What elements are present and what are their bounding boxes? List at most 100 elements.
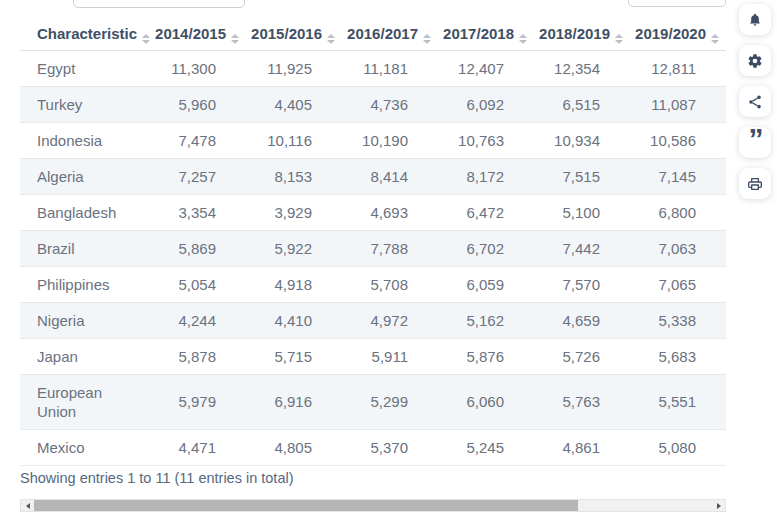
cell-value: 4,659	[534, 302, 630, 338]
cell-value: 7,570	[534, 266, 630, 302]
cell-value: 7,442	[534, 230, 630, 266]
column-header-2016-2017[interactable]: 2016/2017	[342, 20, 438, 50]
table-row: Brazil 5,869 5,922 7,788 6,702 7,442 7,0…	[20, 230, 726, 266]
horizontal-scrollbar[interactable]	[20, 499, 726, 512]
row-label: Turkey	[20, 86, 150, 122]
table-row: Algeria 7,257 8,153 8,414 8,172 7,515 7,…	[20, 158, 726, 194]
share-button[interactable]	[739, 86, 771, 117]
scroll-right-icon	[717, 503, 721, 509]
table-body: Egypt 11,300 11,925 11,181 12,407 12,354…	[20, 50, 726, 465]
cell-value: 6,059	[438, 266, 534, 302]
notifications-button[interactable]	[739, 4, 771, 35]
cell-value: 11,087	[630, 86, 726, 122]
cell-value: 7,257	[150, 158, 246, 194]
cell-value: 4,918	[246, 266, 342, 302]
table-row: Egypt 11,300 11,925 11,181 12,407 12,354…	[20, 50, 726, 86]
column-label: 2014/2015	[155, 25, 226, 42]
scroll-right-button[interactable]	[712, 500, 725, 511]
cell-value: 11,300	[150, 50, 246, 86]
cell-value: 5,054	[150, 266, 246, 302]
settings-button[interactable]	[739, 45, 771, 76]
cell-value: 5,683	[630, 338, 726, 374]
column-header-2018-2019[interactable]: 2018/2019	[534, 20, 630, 50]
table-row: Bangladesh 3,354 3,929 4,693 6,472 5,100…	[20, 194, 726, 230]
column-label: 2018/2019	[539, 25, 610, 42]
cell-value: 7,063	[630, 230, 726, 266]
column-label: 2019/2020	[635, 25, 706, 42]
row-label: Mexico	[20, 429, 150, 465]
sort-icon	[231, 34, 239, 44]
cell-value: 5,245	[438, 429, 534, 465]
row-label: Algeria	[20, 158, 150, 194]
cell-value: 4,405	[246, 86, 342, 122]
cell-value: 5,299	[342, 374, 438, 429]
column-label: 2016/2017	[347, 25, 418, 42]
table-header: Characteristic 2014/2015 2015/2016 2016/…	[20, 20, 726, 50]
cell-value: 7,145	[630, 158, 726, 194]
cell-value: 5,551	[630, 374, 726, 429]
cell-value: 7,478	[150, 122, 246, 158]
column-label: Characteristic	[37, 25, 137, 42]
scroll-left-button[interactable]	[21, 500, 34, 511]
cell-value: 10,116	[246, 122, 342, 158]
gear-icon	[747, 53, 763, 69]
table-row: European Union 5,979 6,916 5,299 6,060 5…	[20, 374, 726, 429]
cell-value: 5,162	[438, 302, 534, 338]
table-row: Japan 5,878 5,715 5,911 5,876 5,726 5,68…	[20, 338, 726, 374]
cell-value: 4,805	[246, 429, 342, 465]
cell-value: 4,693	[342, 194, 438, 230]
cell-value: 5,715	[246, 338, 342, 374]
statistics-table: Characteristic 2014/2015 2015/2016 2016/…	[20, 20, 726, 466]
column-header-characteristic[interactable]: Characteristic	[20, 20, 150, 50]
sort-icon	[519, 34, 527, 44]
cell-value: 3,354	[150, 194, 246, 230]
cell-value: 11,925	[246, 50, 342, 86]
table-row: Mexico 4,471 4,805 5,370 5,245 4,861 5,0…	[20, 429, 726, 465]
cell-value: 5,726	[534, 338, 630, 374]
entries-status-text: Showing entries 1 to 11 (11 entries in t…	[20, 470, 294, 486]
sort-icon	[142, 34, 150, 44]
share-icon	[747, 94, 763, 110]
print-button[interactable]	[739, 168, 771, 199]
cell-value: 5,708	[342, 266, 438, 302]
header-row: Characteristic 2014/2015 2015/2016 2016/…	[20, 20, 726, 50]
cell-value: 4,471	[150, 429, 246, 465]
column-header-2014-2015[interactable]: 2014/2015	[150, 20, 246, 50]
column-label: 2015/2016	[251, 25, 322, 42]
cell-value: 7,788	[342, 230, 438, 266]
entries-select-fragment[interactable]	[73, 0, 245, 8]
cell-value: 5,338	[630, 302, 726, 338]
row-label: Philippines	[20, 266, 150, 302]
cell-value: 12,354	[534, 50, 630, 86]
scrollbar-thumb[interactable]	[34, 500, 578, 511]
cell-value: 12,811	[630, 50, 726, 86]
cell-value: 10,190	[342, 122, 438, 158]
cell-value: 5,911	[342, 338, 438, 374]
cell-value: 5,979	[150, 374, 246, 429]
column-header-2019-2020[interactable]: 2019/2020	[630, 20, 726, 50]
cell-value: 5,878	[150, 338, 246, 374]
quote-icon: ”	[749, 134, 762, 152]
row-label: Japan	[20, 338, 150, 374]
statistics-table-container: Characteristic 2014/2015 2015/2016 2016/…	[20, 20, 726, 466]
search-box-fragment[interactable]	[628, 0, 726, 7]
cell-value: 5,763	[534, 374, 630, 429]
cell-value: 5,100	[534, 194, 630, 230]
cell-value: 6,916	[246, 374, 342, 429]
column-header-2017-2018[interactable]: 2017/2018	[438, 20, 534, 50]
cell-value: 4,244	[150, 302, 246, 338]
cell-value: 6,060	[438, 374, 534, 429]
cell-value: 5,080	[630, 429, 726, 465]
cite-button[interactable]: ”	[739, 127, 771, 158]
page: { "table": { "columns": ["Characteristic…	[0, 0, 777, 512]
cell-value: 4,410	[246, 302, 342, 338]
cell-value: 11,181	[342, 50, 438, 86]
row-label: Egypt	[20, 50, 150, 86]
cell-value: 5,876	[438, 338, 534, 374]
cell-value: 8,414	[342, 158, 438, 194]
column-header-2015-2016[interactable]: 2015/2016	[246, 20, 342, 50]
row-label: Indonesia	[20, 122, 150, 158]
cell-value: 3,929	[246, 194, 342, 230]
row-label: European Union	[20, 374, 150, 429]
scroll-left-icon	[26, 503, 30, 509]
